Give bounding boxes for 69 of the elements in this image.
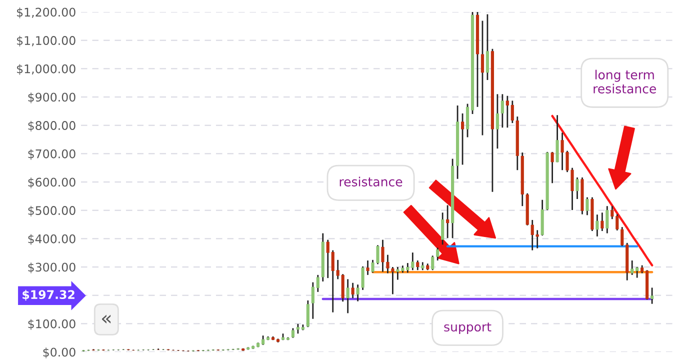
y-tick-label: $300.00 <box>28 262 76 274</box>
candlestick <box>530 219 534 251</box>
candlestick <box>606 205 609 234</box>
candlestick <box>576 176 579 200</box>
candlestick <box>341 273 344 302</box>
candlestick <box>366 260 370 276</box>
y-tick-label: $500.00 <box>28 206 76 217</box>
candlestick <box>630 260 634 276</box>
annotation: long term resistance <box>594 70 656 94</box>
candlestick <box>166 348 170 351</box>
annotation: « <box>102 314 111 324</box>
candlestick <box>486 14 490 81</box>
candlestick <box>460 112 464 166</box>
y-tick-label: $900.00 <box>28 92 76 104</box>
candlestick <box>556 114 559 163</box>
line-series <box>551 114 654 266</box>
candlestick <box>411 252 414 271</box>
y-tick-label: $400.00 <box>28 234 76 245</box>
candlestick <box>336 259 340 280</box>
y-tick-label: $1,000.00 <box>17 64 76 75</box>
y-tick-label: $800.00 <box>28 120 76 132</box>
candlestick <box>311 282 314 320</box>
candlestick <box>296 323 300 334</box>
y-tick-label: $700.00 <box>28 149 76 160</box>
candlestick <box>550 151 554 184</box>
candlestick <box>596 214 599 238</box>
candlestick <box>441 212 444 246</box>
candlestick <box>586 196 589 216</box>
candlestick <box>431 254 434 271</box>
candlestick <box>356 284 360 302</box>
candlestick <box>416 260 420 271</box>
candlestick <box>406 262 410 274</box>
candlestick <box>126 348 130 351</box>
candlestick <box>636 266 639 278</box>
candlestick <box>346 278 350 314</box>
candlestick <box>500 93 504 128</box>
candlestick <box>226 348 230 351</box>
candlestick <box>506 95 509 128</box>
annotation: support <box>444 322 492 334</box>
y-tick-label: $1,200.00 <box>17 8 76 18</box>
candlestick <box>291 328 295 339</box>
text: $197.32 <box>22 290 74 301</box>
candlestick <box>650 286 654 305</box>
candlestick <box>510 100 514 124</box>
y-tick-label: $600.00 <box>28 178 76 188</box>
candlestick <box>361 266 364 291</box>
candlestick <box>446 204 450 239</box>
candlestick <box>381 239 384 273</box>
candlestick <box>610 205 614 220</box>
candlestick <box>616 214 619 232</box>
candlestick <box>436 247 440 262</box>
candlestick <box>466 103 470 138</box>
y-tick-label: $0.00 <box>43 348 76 358</box>
candlestick <box>480 20 484 136</box>
candlestick <box>261 334 265 346</box>
candlestick <box>600 212 604 232</box>
candlestick <box>391 266 394 295</box>
candlestick <box>306 300 310 328</box>
candlestick <box>496 93 499 150</box>
annotation: resistance <box>340 176 402 186</box>
candlestick <box>396 266 400 280</box>
y-tick-label: $1,100.00 <box>17 36 76 47</box>
candlestick <box>386 254 390 274</box>
candlestick <box>620 226 624 247</box>
y-tick-label: $100.00 <box>28 319 76 330</box>
candlestick <box>326 239 330 279</box>
candlestick <box>331 250 334 314</box>
candlestick <box>316 274 320 293</box>
candlestick <box>351 282 354 299</box>
